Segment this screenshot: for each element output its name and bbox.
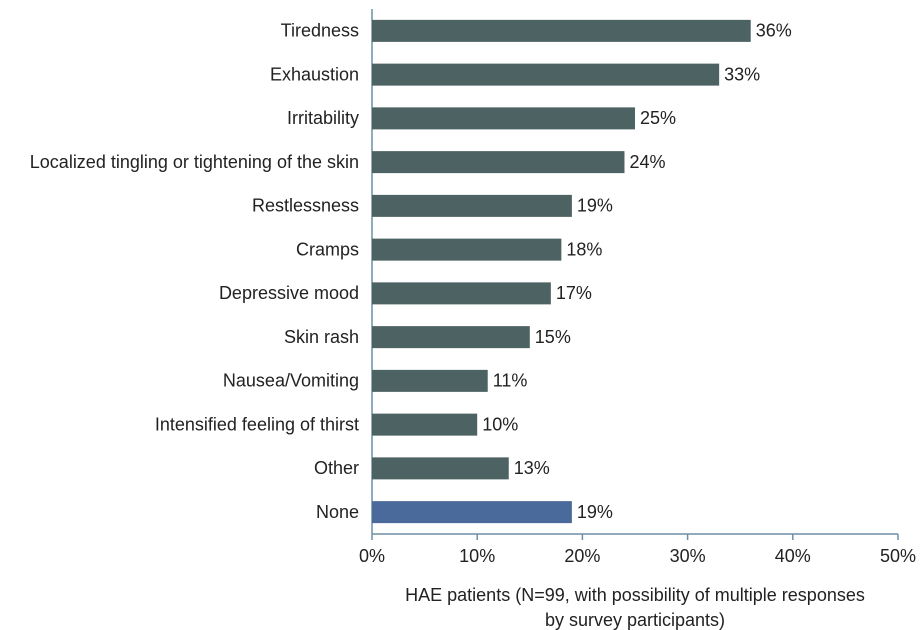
bar [372,107,635,130]
x-tick-label: 20% [564,546,600,566]
x-tick-label: 40% [775,546,811,566]
value-label: 33% [724,64,760,84]
bar [372,457,509,480]
value-label: 11% [493,371,528,391]
x-axis-title: HAE patients (N=99, with possibility of … [405,585,865,630]
y-tick-label: Depressive mood [219,283,359,303]
bar [372,369,488,392]
bar [372,63,720,86]
y-tick-label: Cramps [296,239,359,259]
chart: 0% 10% 20% 30% 40% 50% Tiredness 36% Exhaustion 3… [30,9,916,566]
y-tick-label: Exhaustion [270,64,359,84]
value-label: 19% [577,196,613,216]
bar [372,413,478,436]
y-tick-label: Nausea/Vomiting [223,371,359,391]
x-tick-label: 30% [670,546,706,566]
x-tick-label: 10% [459,546,495,566]
x-tick-label: 0% [359,546,385,566]
y-tick-label: Restlessness [252,196,359,216]
x-tick-label: 50% [880,546,916,566]
bar [372,151,625,174]
y-tick-label: Localized tingling or tightening of the … [30,152,359,172]
value-label: 36% [756,21,792,41]
bar [372,326,530,349]
value-label: 18% [566,239,602,259]
y-tick-label: Irritability [287,108,359,128]
y-tick-label: Intensified feeling of thirst [155,414,359,434]
value-label: 10% [482,414,518,434]
value-label: 13% [514,458,550,478]
y-tick-label: Other [314,458,359,478]
value-label: 24% [629,152,665,172]
value-label: 15% [535,327,571,347]
bar [372,194,572,217]
y-tick-label: Skin rash [284,327,359,347]
y-tick-label: Tiredness [281,21,359,41]
bar [372,282,551,305]
bar [372,501,572,524]
value-label: 19% [577,502,613,522]
value-label: 17% [556,283,592,303]
bar [372,19,751,42]
value-label: 25% [640,108,676,128]
y-tick-label: None [316,502,359,522]
bar [372,238,562,261]
